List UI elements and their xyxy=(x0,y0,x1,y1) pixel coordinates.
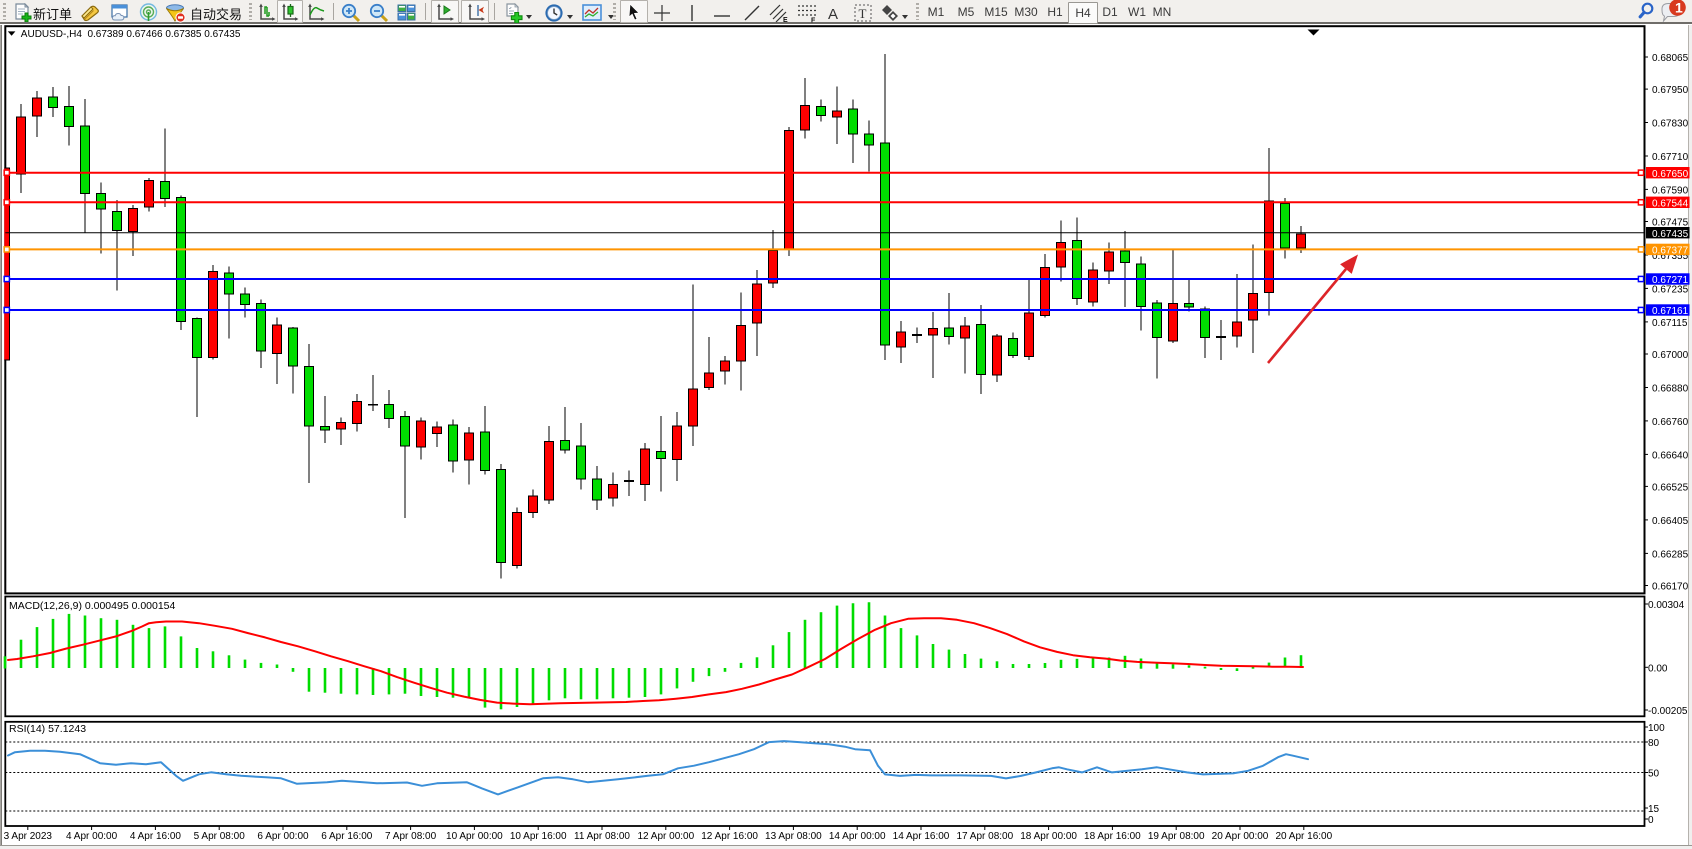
svg-text:18 Apr 00:00: 18 Apr 00:00 xyxy=(1020,831,1077,842)
svg-text:0.67161: 0.67161 xyxy=(1652,306,1689,317)
svg-text:0.66760: 0.66760 xyxy=(1652,417,1689,428)
svg-text:80: 80 xyxy=(1648,738,1660,749)
svg-text:5 Apr 08:00: 5 Apr 08:00 xyxy=(194,831,246,842)
svg-text:0.66640: 0.66640 xyxy=(1652,450,1689,461)
svg-text:0: 0 xyxy=(1648,815,1654,826)
svg-text:0.67650: 0.67650 xyxy=(1652,169,1689,180)
svg-text:10 Apr 00:00: 10 Apr 00:00 xyxy=(446,831,503,842)
svg-text:4 Apr 00:00: 4 Apr 00:00 xyxy=(66,831,118,842)
svg-text:6 Apr 16:00: 6 Apr 16:00 xyxy=(321,831,373,842)
svg-text:19 Apr 08:00: 19 Apr 08:00 xyxy=(1148,831,1205,842)
svg-text:50: 50 xyxy=(1648,769,1660,780)
svg-text:E: E xyxy=(783,17,788,23)
svg-text:0.67830: 0.67830 xyxy=(1652,119,1689,130)
svg-text:0.67355: 0.67355 xyxy=(1652,251,1689,262)
svg-text:3 Apr 2023: 3 Apr 2023 xyxy=(4,831,53,842)
svg-text:17 Apr 08:00: 17 Apr 08:00 xyxy=(956,831,1013,842)
svg-text:RSI(14) 57.1243: RSI(14) 57.1243 xyxy=(9,723,86,735)
svg-text:F: F xyxy=(811,18,816,24)
svg-text:0.67710: 0.67710 xyxy=(1652,152,1689,163)
svg-text:7 Apr 08:00: 7 Apr 08:00 xyxy=(385,831,437,842)
svg-text:AUDUSD-,H4 0.67389 0.67466 0.: AUDUSD-,H4 0.67389 0.67466 0.67385 0.674… xyxy=(21,29,241,40)
svg-text:0.67115: 0.67115 xyxy=(1652,318,1688,329)
svg-text:13 Apr 08:00: 13 Apr 08:00 xyxy=(765,831,822,842)
svg-text:0.67590: 0.67590 xyxy=(1652,185,1689,196)
svg-text:14 Apr 16:00: 14 Apr 16:00 xyxy=(893,831,950,842)
svg-text:0.67377: 0.67377 xyxy=(1652,246,1689,257)
svg-text:0.66525: 0.66525 xyxy=(1652,482,1689,493)
svg-text:0.66285: 0.66285 xyxy=(1652,549,1689,560)
svg-text:0.66880: 0.66880 xyxy=(1652,384,1689,395)
svg-text:1: 1 xyxy=(1675,0,1683,16)
svg-text:0.67475: 0.67475 xyxy=(1652,218,1689,229)
svg-text:0.67950: 0.67950 xyxy=(1652,85,1689,96)
svg-text:10 Apr 16:00: 10 Apr 16:00 xyxy=(510,831,567,842)
svg-text:15: 15 xyxy=(1648,804,1660,815)
svg-text:12 Apr 00:00: 12 Apr 00:00 xyxy=(637,831,694,842)
svg-text:T: T xyxy=(859,6,867,21)
svg-text:6 Apr 00:00: 6 Apr 00:00 xyxy=(257,831,309,842)
svg-text:18 Apr 16:00: 18 Apr 16:00 xyxy=(1084,831,1141,842)
svg-text:0.67271: 0.67271 xyxy=(1652,275,1689,286)
svg-text:-0.00205: -0.00205 xyxy=(1648,706,1688,717)
svg-text:0.66170: 0.66170 xyxy=(1652,582,1689,593)
svg-text:12 Apr 16:00: 12 Apr 16:00 xyxy=(701,831,758,842)
svg-text:MACD(12,26,9) 0.000495 0.00015: MACD(12,26,9) 0.000495 0.000154 xyxy=(9,600,176,612)
svg-text:A: A xyxy=(828,6,838,23)
svg-text:0.00304: 0.00304 xyxy=(1648,600,1685,611)
svg-text:0.68065: 0.68065 xyxy=(1652,53,1689,64)
svg-text:0.67235: 0.67235 xyxy=(1652,284,1689,295)
svg-text:0.67435: 0.67435 xyxy=(1652,229,1689,240)
svg-text:0.67544: 0.67544 xyxy=(1652,199,1689,210)
svg-text:14 Apr 00:00: 14 Apr 00:00 xyxy=(829,831,886,842)
svg-text:0.67000: 0.67000 xyxy=(1652,350,1689,361)
svg-text:11 Apr 08:00: 11 Apr 08:00 xyxy=(574,831,630,842)
svg-text:0.66405: 0.66405 xyxy=(1652,516,1689,527)
svg-text:20 Apr 00:00: 20 Apr 00:00 xyxy=(1212,831,1269,842)
svg-text:20 Apr 16:00: 20 Apr 16:00 xyxy=(1275,831,1332,842)
svg-text:100: 100 xyxy=(1648,723,1665,734)
svg-text:0.00: 0.00 xyxy=(1648,663,1668,674)
svg-text:4 Apr 16:00: 4 Apr 16:00 xyxy=(130,831,182,842)
